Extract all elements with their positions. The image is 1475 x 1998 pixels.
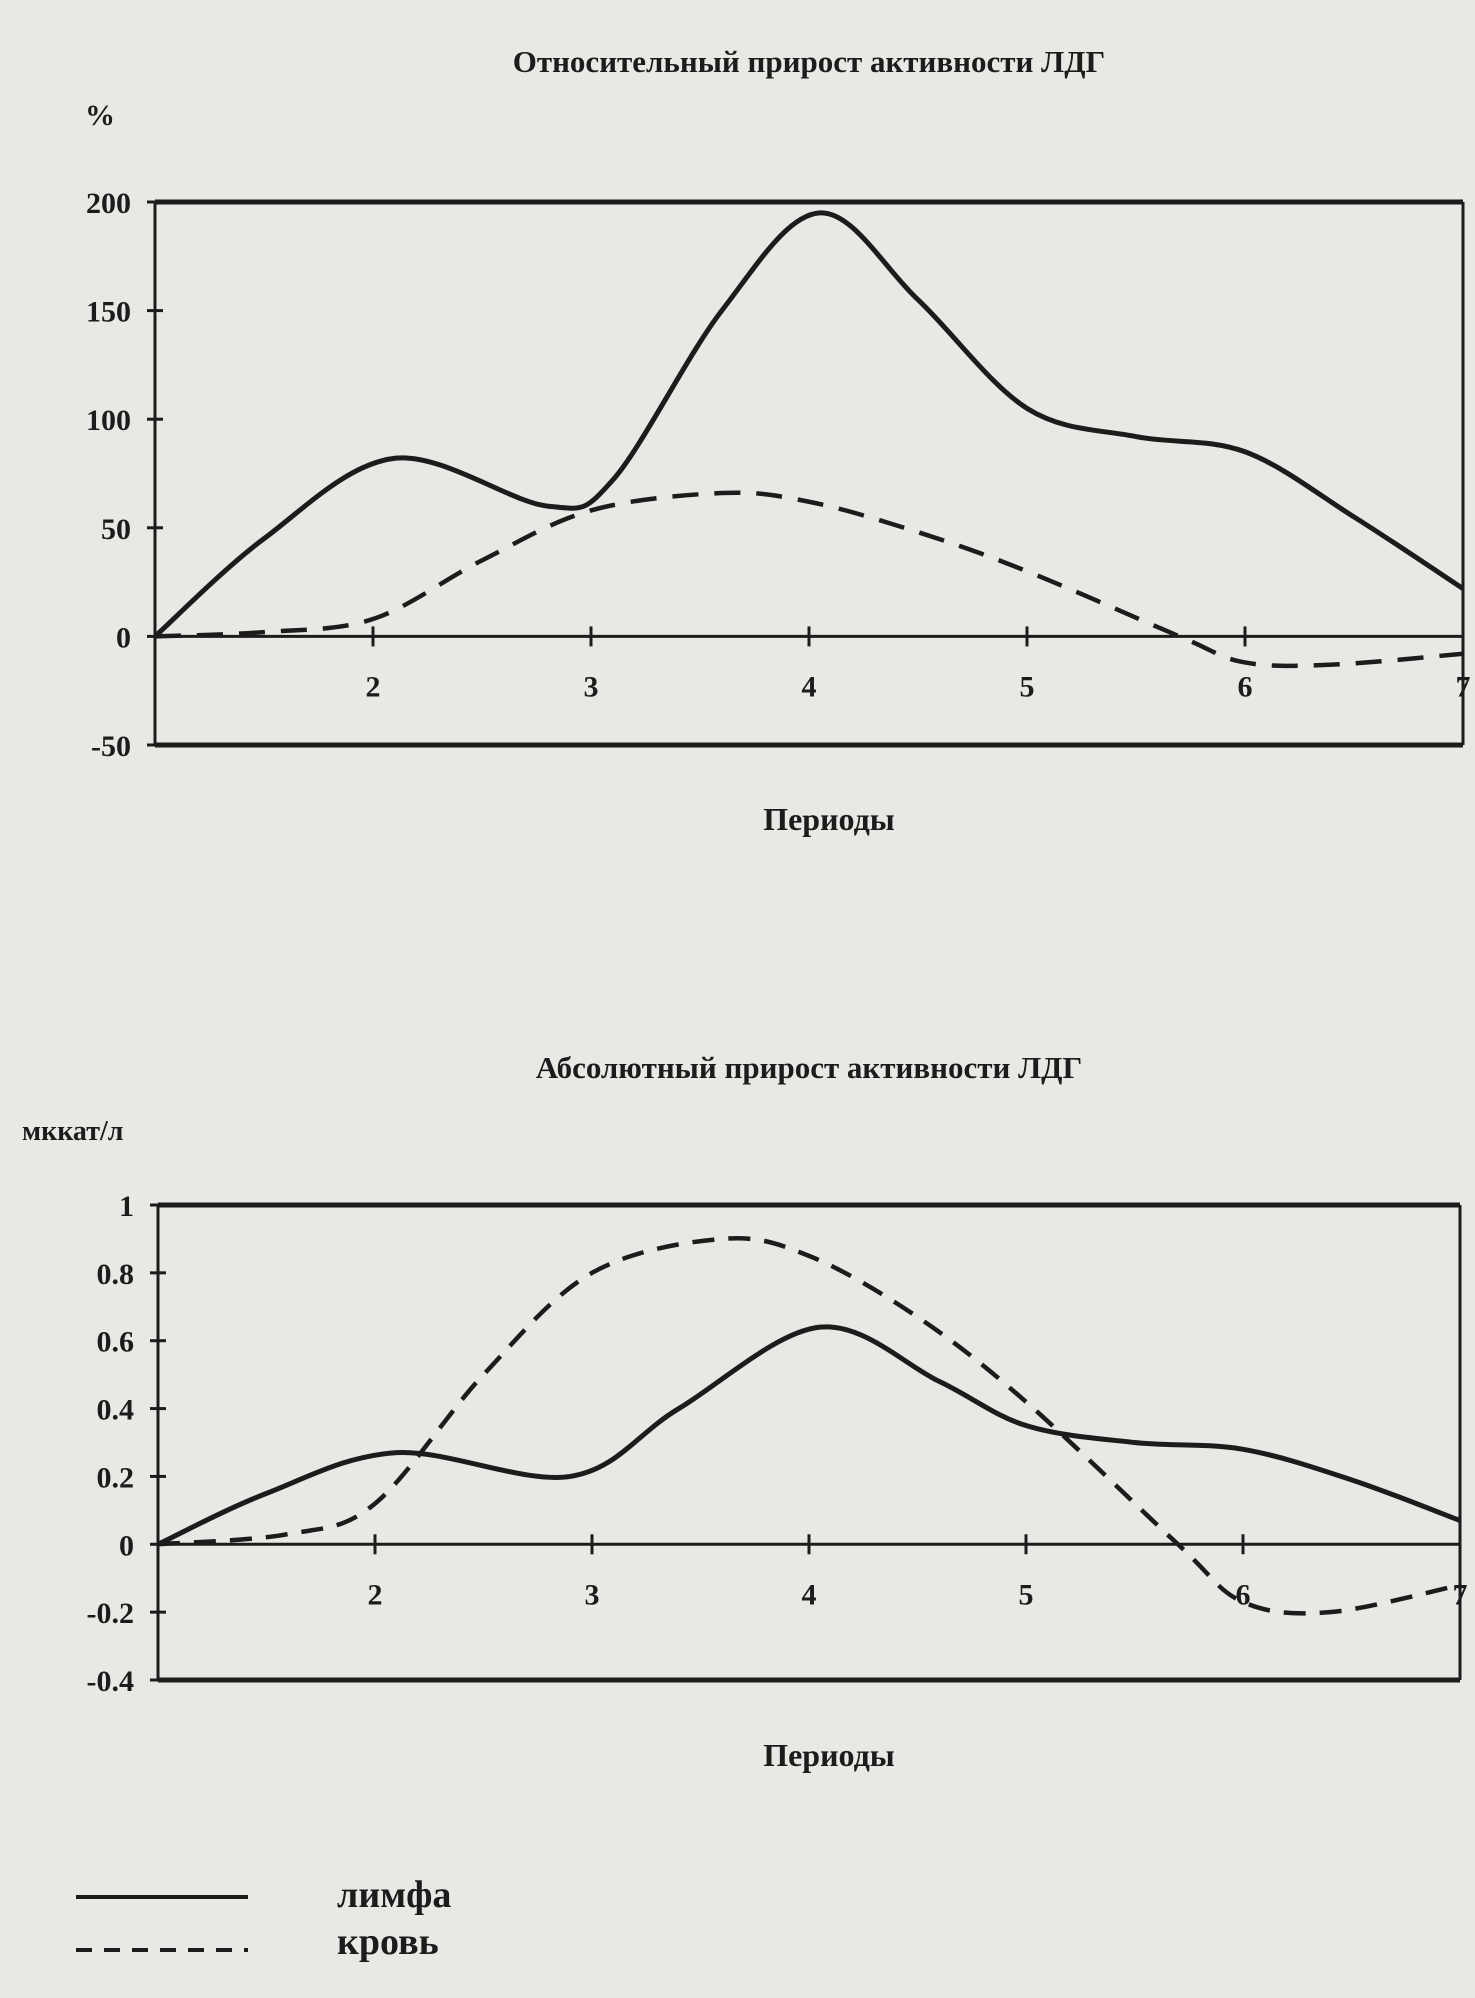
chart-title: Относительный прирост активности ЛДГ (513, 44, 1106, 79)
y-tick-label: 150 (86, 296, 131, 329)
series-line-lymph (153, 210, 1465, 639)
legend: лимфа кровь (76, 1874, 451, 1963)
x-tick-label: 2 (366, 670, 381, 703)
x-tick-label: 5 (1019, 1578, 1034, 1611)
y-tick-label: 0.6 (97, 1326, 135, 1359)
y-tick-label: -0.2 (87, 1597, 135, 1630)
y-tick-label: 0.4 (97, 1394, 135, 1427)
x-tick-label: 2 (368, 1578, 383, 1611)
series-line-blood (154, 490, 1464, 669)
x-axis-label: Периоды (763, 1737, 895, 1773)
y-axis-unit: % (85, 99, 115, 132)
chart-title: Абсолютный прирост активности ЛДГ (536, 1050, 1082, 1085)
x-axis-label: Периоды (763, 801, 895, 837)
y-tick-label: 0.2 (97, 1461, 135, 1494)
legend-label: лимфа (337, 1874, 451, 1916)
x-tick-label: 3 (584, 670, 599, 703)
chart-1: Относительный прирост активности ЛДГ% 200… (85, 44, 1471, 837)
y-tick-label: 50 (101, 513, 131, 546)
y-tick-label: 0.8 (97, 1258, 135, 1291)
x-tick-label: 3 (585, 1578, 600, 1611)
series-line-lymph (156, 1324, 1461, 1547)
x-tick-label: 5 (1020, 670, 1035, 703)
y-tick-label: -0.4 (87, 1665, 135, 1698)
y-tick-label: -50 (91, 730, 131, 763)
legend-label: кровь (337, 1921, 439, 1963)
x-tick-label: 6 (1238, 670, 1253, 703)
x-tick-label: 7 (1456, 670, 1471, 703)
y-tick-label: 1 (119, 1190, 134, 1223)
y-tick-label: 0 (116, 621, 131, 654)
series-line-blood (157, 1236, 1461, 1616)
x-tick-label: 4 (802, 1578, 817, 1611)
x-tick-label: 7 (1453, 1578, 1468, 1611)
y-tick-label: 100 (86, 404, 131, 437)
y-axis-unit: мккат/л (22, 1116, 123, 1147)
x-tick-label: 4 (802, 670, 817, 703)
chart-2: Абсолютный прирост активности ЛДГ мккат/л… (22, 1050, 1468, 1773)
y-tick-label: 200 (86, 187, 131, 220)
y-tick-label: 0 (119, 1529, 134, 1562)
x-tick-label: 6 (1236, 1578, 1251, 1611)
